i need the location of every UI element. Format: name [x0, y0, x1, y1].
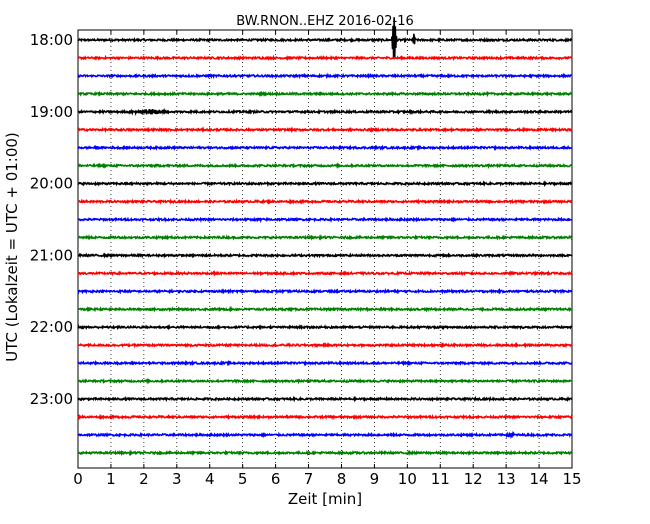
trace-row-17 — [77, 341, 573, 349]
x-tick-label: 2 — [139, 470, 149, 488]
trace-row-4 — [77, 107, 573, 116]
trace-row-14 — [77, 287, 573, 295]
x-tick-label: 8 — [337, 470, 347, 488]
plot-frame — [77, 29, 573, 469]
y-tick-label: 20:00 — [30, 175, 73, 193]
y-tick-label: 21:00 — [30, 246, 73, 264]
y-tick-label: 23:00 — [30, 390, 73, 408]
chart-title: BW.RNON..EHZ 2016-02-16 — [236, 14, 414, 29]
x-tick-label: 5 — [238, 470, 248, 488]
y-axis-ticks: 18:00 19:00 20:00 21:00 22:00 23:00 — [30, 31, 572, 408]
trace-row-7 — [77, 162, 573, 170]
trace-row-20 — [77, 395, 573, 403]
x-tick-label: 3 — [172, 470, 182, 488]
traces — [77, 17, 573, 457]
trace-row-18 — [77, 359, 573, 367]
trace-row-8 — [77, 180, 573, 188]
trace-row-3 — [77, 90, 573, 98]
x-tick-label: 13 — [497, 470, 516, 488]
x-axis-ticks: 0 1 2 3 4 5 6 7 8 9 10 11 12 13 14 15 — [73, 30, 582, 488]
x-tick-label: 9 — [370, 470, 380, 488]
trace-row-19 — [77, 377, 573, 385]
trace-row-0 — [77, 17, 573, 59]
trace-row-11 — [77, 233, 573, 241]
trace-row-22 — [77, 430, 573, 440]
y-tick-label: 18:00 — [30, 31, 73, 49]
y-axis-label: UTC (Lokalzeit = UTC + 01:00) — [3, 132, 21, 362]
x-tick-label: 6 — [271, 470, 281, 488]
trace-row-6 — [77, 144, 573, 152]
y-tick-label: 19:00 — [30, 103, 73, 121]
trace-row-12 — [77, 252, 573, 259]
x-tick-label: 7 — [304, 470, 314, 488]
trace-row-16 — [77, 323, 573, 331]
trace-row-21 — [77, 413, 573, 421]
trace-row-2 — [77, 72, 573, 80]
x-tick-label: 11 — [431, 470, 450, 488]
trace-row-13 — [77, 269, 573, 277]
trace-row-15 — [77, 305, 573, 313]
trace-row-23 — [77, 449, 573, 457]
x-tick-label: 12 — [464, 470, 483, 488]
trace-row-9 — [77, 198, 573, 205]
trace-row-5 — [77, 126, 573, 134]
x-tick-label: 15 — [562, 470, 581, 488]
y-tick-label: 22:00 — [30, 318, 73, 336]
x-tick-label: 0 — [73, 470, 83, 488]
x-axis-label: Zeit [min] — [288, 490, 362, 508]
x-tick-label: 1 — [106, 470, 116, 488]
x-tick-label: 14 — [530, 470, 549, 488]
grid-lines — [110, 30, 540, 468]
x-tick-label: 10 — [398, 470, 417, 488]
trace-row-10 — [77, 216, 573, 224]
x-tick-label: 4 — [205, 470, 215, 488]
trace-row-1 — [77, 54, 573, 62]
